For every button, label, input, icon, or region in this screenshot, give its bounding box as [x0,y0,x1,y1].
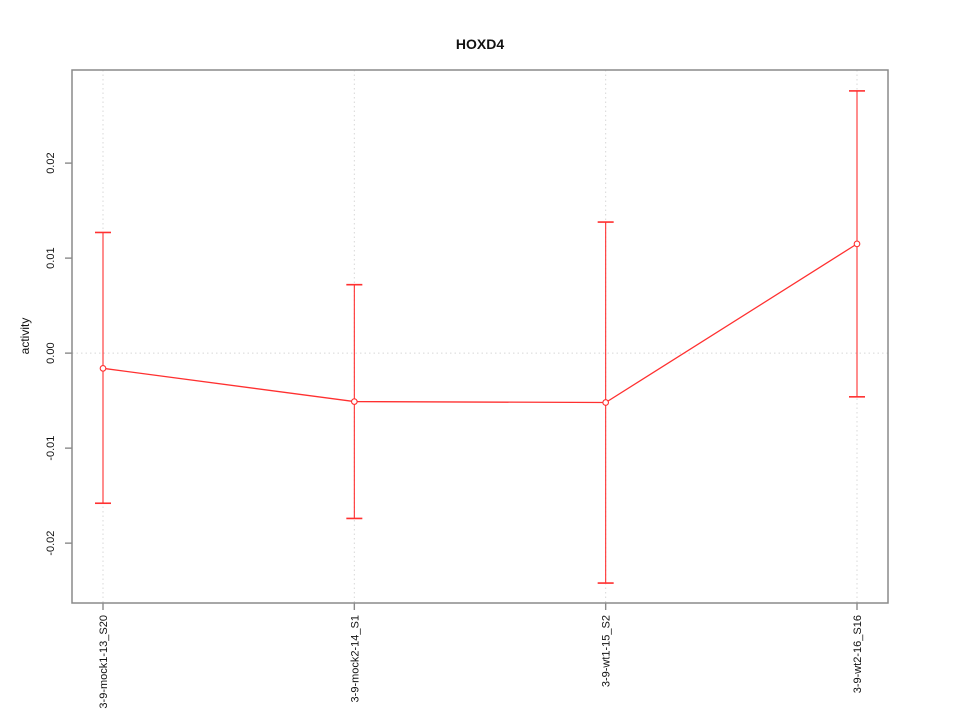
gridlines [72,70,888,603]
data-point [853,240,861,248]
data-point [350,398,358,405]
y-tick-label: -0.02 [45,531,57,556]
chart-title: HOXD4 [456,36,504,52]
data-series [95,90,865,584]
x-tick-label: 3-9-mock2-14_S1 [349,615,361,702]
data-point [99,364,107,372]
plot-frame [71,69,889,604]
x-tick-label: 3-9-mock1-13_S20 [98,615,110,709]
data-point [602,399,610,406]
y-axis-label: activity [18,318,32,355]
series-line [102,243,858,404]
x-tick-label: 3-9-wt1-15_S2 [601,615,613,687]
y-tick-label: 0.00 [45,342,57,363]
axes: -0.02 -0.01 0.00 0.01 0.02 3-9-mock1-13_S20 3-… [45,152,864,708]
y-tick-label: -0.01 [45,436,57,461]
y-tick-label: 0.02 [45,152,57,173]
y-tick-label: 0.01 [45,247,57,268]
x-tick-label: 3-9-wt2-16_S16 [852,615,864,693]
